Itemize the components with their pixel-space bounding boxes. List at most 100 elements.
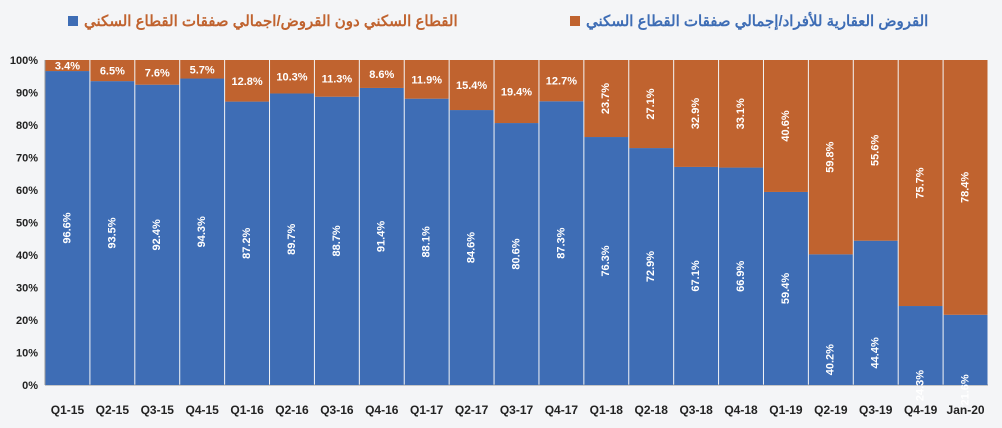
bar-segment-orange bbox=[763, 60, 808, 192]
bar-segment-blue bbox=[225, 101, 270, 385]
bar-segment-orange bbox=[853, 60, 898, 241]
bar-segment-blue bbox=[135, 84, 180, 385]
data-label-blue: 72.9% bbox=[645, 251, 657, 282]
y-tick-label: 40% bbox=[16, 250, 38, 262]
y-tick-label: 90% bbox=[16, 88, 38, 100]
bar-segment-orange bbox=[449, 60, 494, 111]
bar-segment-blue bbox=[404, 98, 449, 386]
bar-segment-blue bbox=[719, 167, 763, 385]
bar-segment-blue bbox=[674, 166, 719, 385]
x-tick-label: Q4-17 bbox=[545, 403, 579, 417]
data-label-orange: 78.4% bbox=[959, 172, 971, 203]
data-label-orange: 11.9% bbox=[411, 74, 442, 86]
y-tick-label: 60% bbox=[16, 185, 38, 197]
data-label-orange: 33.1% bbox=[735, 98, 747, 129]
bar-segment-blue bbox=[45, 71, 90, 386]
data-label-orange: 15.4% bbox=[456, 80, 487, 92]
bar-segment-orange bbox=[270, 60, 314, 94]
y-tick-label: 100% bbox=[10, 55, 38, 67]
x-tick-label: Q3-16 bbox=[320, 403, 354, 417]
data-label-blue: 88.7% bbox=[331, 225, 343, 256]
data-label-blue: 21.6% bbox=[959, 374, 971, 405]
data-label-blue: 92.4% bbox=[151, 219, 163, 250]
data-label-orange: 3.4% bbox=[55, 61, 80, 73]
bar-segment-orange bbox=[808, 60, 853, 255]
bar-segment-orange bbox=[898, 60, 943, 307]
bar-segment-blue bbox=[270, 93, 314, 385]
y-tick-label: 10% bbox=[16, 348, 38, 360]
bar-segment-blue bbox=[180, 78, 225, 386]
data-label-blue: 84.6% bbox=[466, 232, 478, 263]
data-label-blue: 59.4% bbox=[780, 273, 792, 304]
x-tick-label: Q1-15 bbox=[51, 403, 85, 417]
data-label-blue: 87.3% bbox=[555, 227, 567, 258]
x-tick-label: Q1-17 bbox=[410, 403, 444, 417]
x-tick-label: Q4-15 bbox=[185, 403, 219, 417]
data-label-blue: 76.3% bbox=[600, 245, 612, 276]
bar-segment-blue bbox=[853, 240, 898, 385]
data-label-orange: 55.6% bbox=[870, 135, 882, 166]
data-label-orange: 11.3% bbox=[322, 73, 353, 85]
data-label-orange: 6.5% bbox=[100, 66, 125, 78]
bar-segment-blue bbox=[359, 87, 404, 385]
data-label-orange: 23.7% bbox=[600, 83, 612, 114]
bar-segment-blue bbox=[314, 96, 359, 385]
data-label-blue: 87.2% bbox=[241, 227, 253, 258]
bar-segment-blue bbox=[539, 101, 584, 386]
x-tick-label: Q4-18 bbox=[724, 403, 758, 417]
bar-segment-orange bbox=[90, 60, 135, 82]
bar-segment-orange bbox=[45, 60, 90, 72]
bar-segment-blue bbox=[898, 306, 943, 385]
data-label-orange: 19.4% bbox=[501, 87, 532, 99]
legend-swatch bbox=[570, 16, 580, 26]
legend-label: القطاع السكني دون القروض/اجمالي صفقات ال… bbox=[84, 13, 458, 30]
bar-segment-orange bbox=[180, 60, 225, 79]
data-label-blue: 91.4% bbox=[376, 221, 388, 252]
bar-segment-orange bbox=[359, 60, 404, 88]
x-tick-label: Q2-17 bbox=[455, 403, 489, 417]
x-tick-label: Q3-17 bbox=[500, 403, 534, 417]
bar-segment-blue bbox=[584, 137, 629, 385]
x-tick-label: Q1-18 bbox=[590, 403, 624, 417]
data-label-orange: 12.7% bbox=[546, 76, 577, 88]
x-tick-label: Q2-15 bbox=[96, 403, 130, 417]
bar-segment-blue bbox=[449, 110, 494, 386]
bar-segment-blue bbox=[494, 123, 539, 386]
x-tick-label: Q2-16 bbox=[275, 403, 309, 417]
data-label-blue: 94.3% bbox=[196, 216, 208, 247]
data-label-orange: 59.8% bbox=[825, 141, 837, 172]
bar-segment-orange bbox=[225, 60, 270, 102]
x-tick-label: Q4-16 bbox=[365, 403, 399, 417]
y-tick-label: 30% bbox=[16, 283, 38, 295]
bar-segment-orange bbox=[539, 60, 584, 102]
data-label-blue: 24.3% bbox=[915, 370, 927, 401]
data-label-blue: 66.9% bbox=[735, 260, 747, 291]
data-label-blue: 67.1% bbox=[690, 260, 702, 291]
bar-segment-blue bbox=[763, 191, 808, 385]
x-tick-label: Q3-19 bbox=[859, 403, 893, 417]
x-tick-label: Q2-19 bbox=[814, 403, 848, 417]
bar-segment-orange bbox=[943, 60, 988, 315]
x-tick-label: Q3-18 bbox=[679, 403, 713, 417]
bar-segment-orange bbox=[494, 60, 539, 124]
legend-swatch bbox=[68, 16, 78, 26]
bar-segment-orange bbox=[135, 60, 180, 85]
data-label-orange: 12.8% bbox=[231, 76, 262, 88]
y-tick-label: 20% bbox=[16, 315, 38, 327]
data-label-orange: 32.9% bbox=[690, 98, 702, 129]
data-label-blue: 88.1% bbox=[421, 226, 433, 257]
bar-segment-orange bbox=[674, 60, 719, 167]
data-label-orange: 75.7% bbox=[915, 167, 927, 198]
legend-item-orange: القروض العقارية للأفراد/إجمالي صفقات الق… bbox=[570, 12, 928, 30]
bar-segment-blue bbox=[943, 314, 988, 385]
data-label-orange: 40.6% bbox=[780, 110, 792, 141]
data-label-blue: 89.7% bbox=[286, 223, 298, 254]
bar-segment-orange bbox=[584, 60, 629, 138]
legend-item-blue: القطاع السكني دون القروض/اجمالي صفقات ال… bbox=[68, 12, 458, 30]
x-tick-label: Jan-20 bbox=[947, 403, 985, 417]
x-tick-label: Q1-19 bbox=[769, 403, 803, 417]
x-tick-label: Q2-18 bbox=[635, 403, 669, 417]
data-label-orange: 10.3% bbox=[276, 72, 307, 84]
bar-segment-blue bbox=[808, 254, 853, 385]
